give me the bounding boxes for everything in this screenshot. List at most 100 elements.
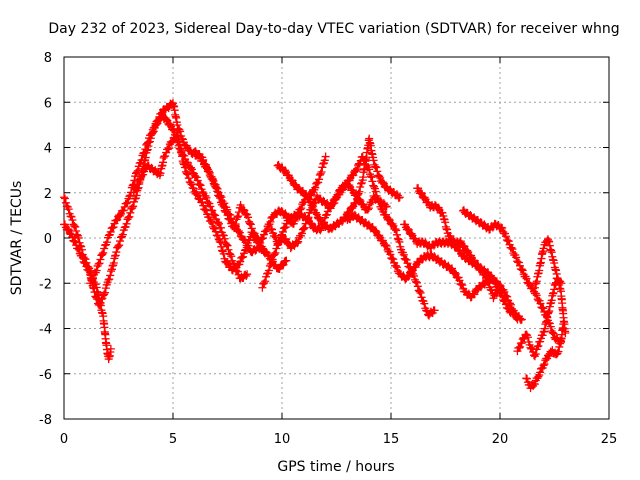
data-point [104,275,113,284]
data-point [227,252,236,261]
x-tick-label: 5 [169,432,177,447]
data-point [499,295,508,304]
data-point [132,184,141,193]
data-point [353,161,362,170]
data-point [225,215,234,224]
data-point [223,258,232,267]
data-point [378,178,387,187]
chart-title: Day 232 of 2023, Sidereal Day-to-day VTE… [48,21,619,37]
data-point [154,116,163,125]
data-point [237,253,246,262]
data-point [164,144,173,153]
data-point [278,261,287,270]
data-point [148,125,157,134]
data-point [321,152,330,161]
data-point [235,228,244,237]
series-track-11 [413,184,504,303]
data-point [105,275,114,284]
data-point [316,169,325,178]
data-point [220,206,229,215]
data-point [351,166,360,175]
data-point [119,206,128,215]
data-point [412,278,421,287]
data-point [294,237,303,246]
data-point [213,187,222,196]
data-point [301,190,310,199]
data-point [271,248,280,257]
data-point [299,224,308,233]
data-point [403,224,412,233]
data-point [260,247,269,256]
data-point [72,227,81,236]
data-point [371,226,380,235]
series-track-13 [513,274,566,361]
data-point [539,244,548,253]
data-point [416,288,425,297]
data-point [106,227,115,236]
data-point [539,361,548,370]
data-point [169,126,178,135]
data-point [316,226,325,235]
data-point [107,267,116,276]
data-point [382,242,391,251]
data-point [420,299,429,308]
data-point [106,271,115,280]
data-point [536,299,545,308]
data-point [114,242,123,251]
data-point [216,238,225,247]
data-point [399,250,408,259]
data-point [406,230,415,239]
data-point [301,219,310,228]
data-point [199,155,208,164]
data-point [531,350,540,359]
data-point [233,213,242,222]
data-point [357,179,366,188]
data-point [394,193,403,202]
data-point [207,217,216,226]
data-point [387,254,396,263]
data-point [517,338,526,347]
data-point [137,156,146,165]
data-point [211,211,220,220]
data-point [239,205,248,214]
data-point [290,181,299,190]
data-point [257,235,266,244]
data-point [139,149,148,158]
data-point [88,274,97,283]
data-point [70,221,79,230]
data-point [116,237,125,246]
data-point [115,241,124,250]
x-tick-label: 20 [492,432,509,447]
data-point [530,380,539,389]
data-point [242,271,251,280]
data-point [298,200,307,209]
data-point [196,181,205,190]
data-point [458,281,467,290]
x-tick-label: 15 [383,432,400,447]
data-point [361,157,370,166]
data-point [261,227,270,236]
data-point [202,206,211,215]
data-point [415,287,424,296]
data-point [430,306,439,315]
data-point [64,205,73,214]
data-point [222,240,231,249]
data-point [98,250,107,259]
data-point [88,275,97,284]
data-point [266,259,275,268]
data-point [536,368,545,377]
data-point [472,261,481,270]
data-point [205,213,214,222]
data-point [347,203,356,212]
data-point [125,192,134,201]
data-point [392,230,401,239]
data-point [214,218,223,227]
data-point [499,227,508,236]
data-point [391,261,400,270]
data-point [100,288,109,297]
data-point [309,199,318,208]
data-point [112,248,121,257]
data-point [548,328,557,337]
data-point [331,195,340,204]
data-point [502,235,511,244]
